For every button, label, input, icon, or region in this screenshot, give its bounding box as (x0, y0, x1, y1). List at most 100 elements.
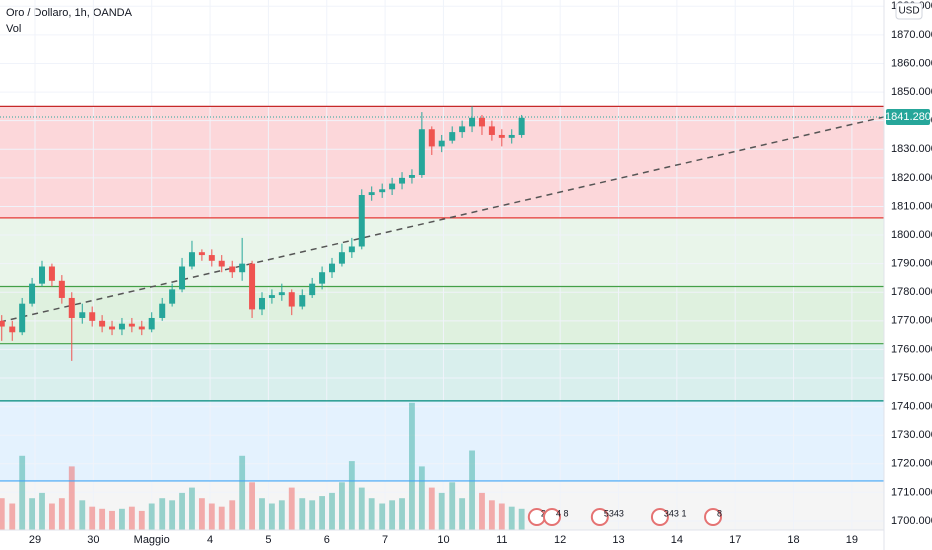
x-tick-label: 13 (612, 534, 624, 546)
x-tick-label: 30 (87, 534, 99, 546)
y-tick-label: 1850.000 (891, 86, 932, 98)
volume-bar (379, 503, 386, 530)
candle-body (118, 323, 125, 330)
candle-body (299, 295, 306, 307)
candle-body (48, 266, 55, 281)
candle-body (138, 326, 145, 330)
volume-bar (49, 503, 55, 530)
candle-body (0, 320, 5, 327)
volume-bar (0, 498, 5, 530)
volume-bar (229, 500, 236, 530)
volume-bar (89, 506, 96, 530)
candle-body (58, 280, 65, 298)
volume-bar (288, 487, 295, 530)
candle-body (368, 192, 375, 196)
y-tick-label: 1870.000 (891, 29, 932, 41)
y-tick-label: 1730.000 (891, 429, 932, 441)
candle-body (179, 266, 186, 290)
y-tick-label: 1760.000 (891, 343, 932, 355)
candle-body (418, 129, 425, 175)
volume-bar (348, 461, 355, 530)
candle-body (188, 252, 195, 267)
volume-bar (488, 500, 495, 530)
candle-body (348, 246, 355, 253)
y-tick-label: 1810.000 (891, 200, 932, 212)
candle-body (239, 263, 246, 273)
volume-bar (449, 482, 456, 530)
candle-body (9, 326, 16, 333)
volume-bar (358, 487, 365, 530)
volume-bar (268, 503, 275, 530)
candle-body (229, 266, 236, 273)
candle-body (399, 177, 406, 184)
event-label: 2 (541, 508, 546, 518)
x-tick-label: 18 (787, 534, 799, 546)
x-tick-label: Maggio (134, 534, 170, 546)
volume-bar (79, 500, 86, 530)
volume-bar (39, 492, 45, 530)
candle-body (68, 297, 75, 318)
volume-bar (159, 498, 166, 530)
volume-bar (329, 492, 335, 530)
y-tick-label: 1700.000 (891, 515, 932, 527)
layer (0, 0, 884, 530)
volume-bar (239, 455, 246, 530)
candle-body (218, 260, 225, 267)
volume-bar (99, 508, 106, 530)
zone (0, 343, 884, 401)
volume-bar (218, 506, 225, 530)
trend-line (0, 116, 885, 323)
volume-bar (479, 492, 485, 530)
candle-body (338, 252, 345, 264)
x-tick-label: 19 (846, 534, 858, 546)
volume-bar (438, 492, 445, 530)
y-tick-label: 1720.000 (891, 458, 932, 470)
candle-body (148, 317, 155, 330)
candle-body (39, 266, 46, 284)
candle-body (469, 117, 476, 127)
volume-bar (469, 450, 475, 530)
volume-bar (189, 487, 195, 530)
x-tick-label: 4 (207, 534, 213, 546)
event-flag (650, 508, 669, 526)
zone (0, 106, 884, 218)
currency-badge (895, 2, 923, 20)
volume-bar (409, 402, 415, 530)
event-label: 5343 (604, 508, 624, 518)
chart-title: Oro / Dollaro, 1h, OANDA (6, 7, 133, 19)
x-tick-label: 10 (437, 534, 449, 546)
candle-body (459, 126, 466, 133)
x-tick-label: 5 (265, 534, 271, 546)
candle-body (319, 272, 326, 284)
volume-bar (198, 498, 205, 530)
candle-body (109, 326, 116, 330)
candle-body (449, 132, 456, 141)
event-label: 4 8 (556, 508, 569, 518)
volume-bar (508, 506, 515, 530)
volume-bar (179, 492, 185, 530)
volume-bar (418, 466, 425, 530)
layer (0, 106, 884, 530)
candle-body (89, 312, 96, 321)
layer: 2 4 8 5343 343 1 8 USD 1841.280 (527, 2, 931, 526)
candle-body (249, 263, 256, 310)
x-tick-label: 12 (554, 534, 566, 546)
candle-body (19, 303, 26, 333)
candle-body (159, 303, 166, 318)
volume-background (0, 480, 884, 530)
candle-body (128, 323, 135, 327)
event-flag (704, 508, 723, 526)
volume-bar (399, 498, 405, 530)
candle-body (329, 263, 336, 273)
volume-bar (428, 487, 435, 530)
candle-body (389, 183, 396, 190)
volume-bar (29, 498, 36, 530)
volume-bar (319, 496, 326, 530)
volume-label: Vol (6, 23, 21, 35)
zone (0, 286, 884, 344)
layer (0, 106, 525, 361)
volume-bar (9, 503, 16, 530)
volume-bar (339, 482, 345, 530)
y-tick-label: 1820.000 (891, 172, 932, 184)
x-tick-label: 6 (324, 534, 330, 546)
